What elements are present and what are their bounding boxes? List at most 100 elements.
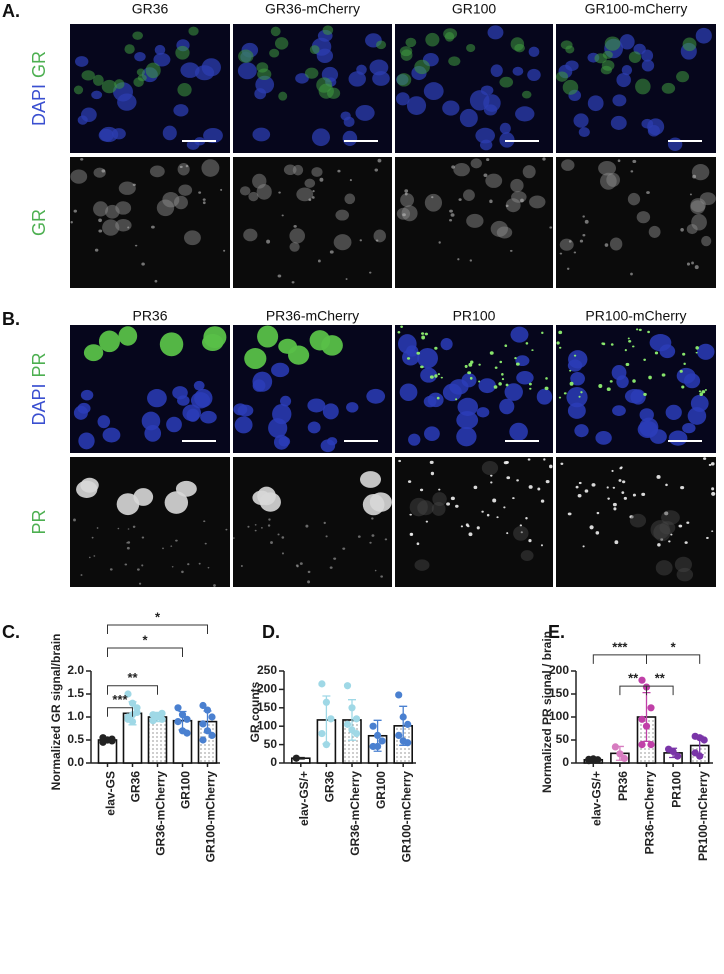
- cell: [606, 486, 609, 489]
- cell: [568, 350, 588, 369]
- cell: [151, 225, 155, 229]
- data-point: [124, 690, 132, 698]
- cell: [101, 169, 106, 173]
- cell: [515, 362, 520, 366]
- cell: [333, 557, 337, 560]
- cell: [582, 215, 585, 218]
- cell: [549, 464, 553, 469]
- data-point: [696, 752, 704, 760]
- cell: [187, 563, 190, 566]
- cell: [473, 485, 478, 490]
- cell: [70, 221, 73, 224]
- cell: [466, 213, 484, 228]
- cell: [537, 487, 541, 491]
- cell: [177, 82, 192, 97]
- data-point: [178, 711, 187, 719]
- cell: [566, 267, 570, 270]
- cell: [257, 68, 272, 81]
- cell: [136, 68, 145, 76]
- cell: [695, 351, 698, 354]
- cell: [409, 513, 412, 516]
- cell: [620, 466, 623, 469]
- cell: [80, 389, 94, 401]
- cell: [440, 337, 453, 351]
- cell: [618, 479, 622, 482]
- cell: [233, 537, 235, 539]
- cell: [459, 108, 478, 128]
- cell: [102, 427, 121, 443]
- data-point: [399, 713, 407, 721]
- cell: [97, 415, 111, 429]
- row-label-part: GR: [29, 209, 49, 236]
- cell: [175, 45, 190, 60]
- cell: [419, 488, 424, 492]
- cell: [396, 92, 410, 106]
- cell: [425, 32, 440, 47]
- data-point: [647, 704, 655, 712]
- cell: [573, 354, 577, 357]
- cell: [204, 542, 207, 545]
- cell: [656, 475, 661, 479]
- cell: [711, 487, 715, 491]
- cell: [254, 529, 257, 532]
- cell: [582, 234, 586, 237]
- cell: [614, 540, 619, 545]
- cell: [270, 541, 273, 545]
- cell: [289, 228, 306, 244]
- cell: [446, 502, 450, 506]
- cell: [568, 240, 572, 243]
- data-point: [183, 715, 191, 723]
- cell: [607, 497, 610, 500]
- micrograph: [395, 325, 553, 453]
- cell: [93, 167, 106, 178]
- cell: [116, 493, 140, 516]
- cell: [632, 379, 636, 383]
- cell: [141, 411, 161, 431]
- cell: [512, 66, 524, 76]
- cell: [408, 433, 421, 446]
- cell: [492, 498, 497, 503]
- data-point: [352, 729, 361, 738]
- cell: [525, 517, 528, 520]
- cell: [630, 389, 646, 405]
- cell: [463, 189, 475, 201]
- cell: [124, 563, 128, 566]
- cell: [377, 158, 382, 163]
- cell: [335, 209, 350, 221]
- cell: [540, 499, 545, 503]
- cell: [695, 27, 712, 44]
- cell: [686, 262, 691, 266]
- micrograph: [556, 157, 716, 288]
- cell: [248, 191, 259, 202]
- cell: [118, 326, 138, 346]
- cell: [676, 71, 690, 83]
- cell: [322, 25, 334, 36]
- cell: [655, 560, 673, 576]
- cell: [430, 471, 435, 476]
- cell: [616, 72, 631, 88]
- micrograph: [395, 157, 553, 288]
- cell: [81, 107, 97, 123]
- cell: [171, 566, 174, 568]
- cell: [563, 392, 567, 395]
- cell: [698, 390, 702, 393]
- cell: [309, 45, 320, 55]
- cell: [114, 79, 125, 89]
- y-tick-label: 100: [257, 718, 277, 732]
- y-tick-label: 2.0: [67, 663, 84, 677]
- cell: [186, 139, 200, 150]
- cell: [312, 189, 315, 193]
- y-tick-label: 200: [257, 682, 277, 696]
- cell: [277, 274, 282, 278]
- y-tick-label: 0: [270, 755, 277, 769]
- cell: [476, 526, 480, 530]
- data-point: [208, 731, 216, 740]
- cell: [540, 544, 543, 547]
- cell: [177, 395, 190, 406]
- cell: [453, 163, 470, 177]
- cell: [307, 398, 326, 413]
- cell: [243, 228, 258, 242]
- cell: [308, 198, 312, 202]
- panel-letter: E.: [548, 622, 565, 642]
- cell: [706, 536, 709, 540]
